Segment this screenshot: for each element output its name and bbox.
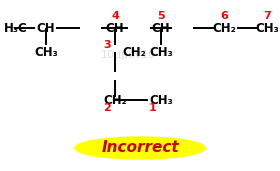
Text: CH₂: CH₂ <box>122 45 146 58</box>
Text: 6: 6 <box>220 11 228 21</box>
Text: CH: CH <box>152 22 170 35</box>
Text: 1: 1 <box>149 103 157 113</box>
Text: CH: CH <box>37 22 55 35</box>
Text: 7: 7 <box>263 11 271 21</box>
Text: Incorrect: Incorrect <box>101 141 179 155</box>
Text: CH₂: CH₂ <box>212 22 236 35</box>
Text: CH₃: CH₃ <box>255 22 279 35</box>
Text: 3: 3 <box>103 40 111 50</box>
Ellipse shape <box>75 137 205 159</box>
Text: CH₂: CH₂ <box>103 94 127 107</box>
Text: 10μpoν10: 10μpoν10 <box>101 50 156 60</box>
Text: CH: CH <box>106 22 124 35</box>
Text: 5: 5 <box>157 11 165 21</box>
Text: CH₃: CH₃ <box>149 45 173 58</box>
Text: 2: 2 <box>103 103 111 113</box>
Text: CH₃: CH₃ <box>149 94 173 107</box>
Text: CH₃: CH₃ <box>34 45 58 58</box>
Text: 4: 4 <box>111 11 119 21</box>
Text: H₃C: H₃C <box>4 22 28 35</box>
